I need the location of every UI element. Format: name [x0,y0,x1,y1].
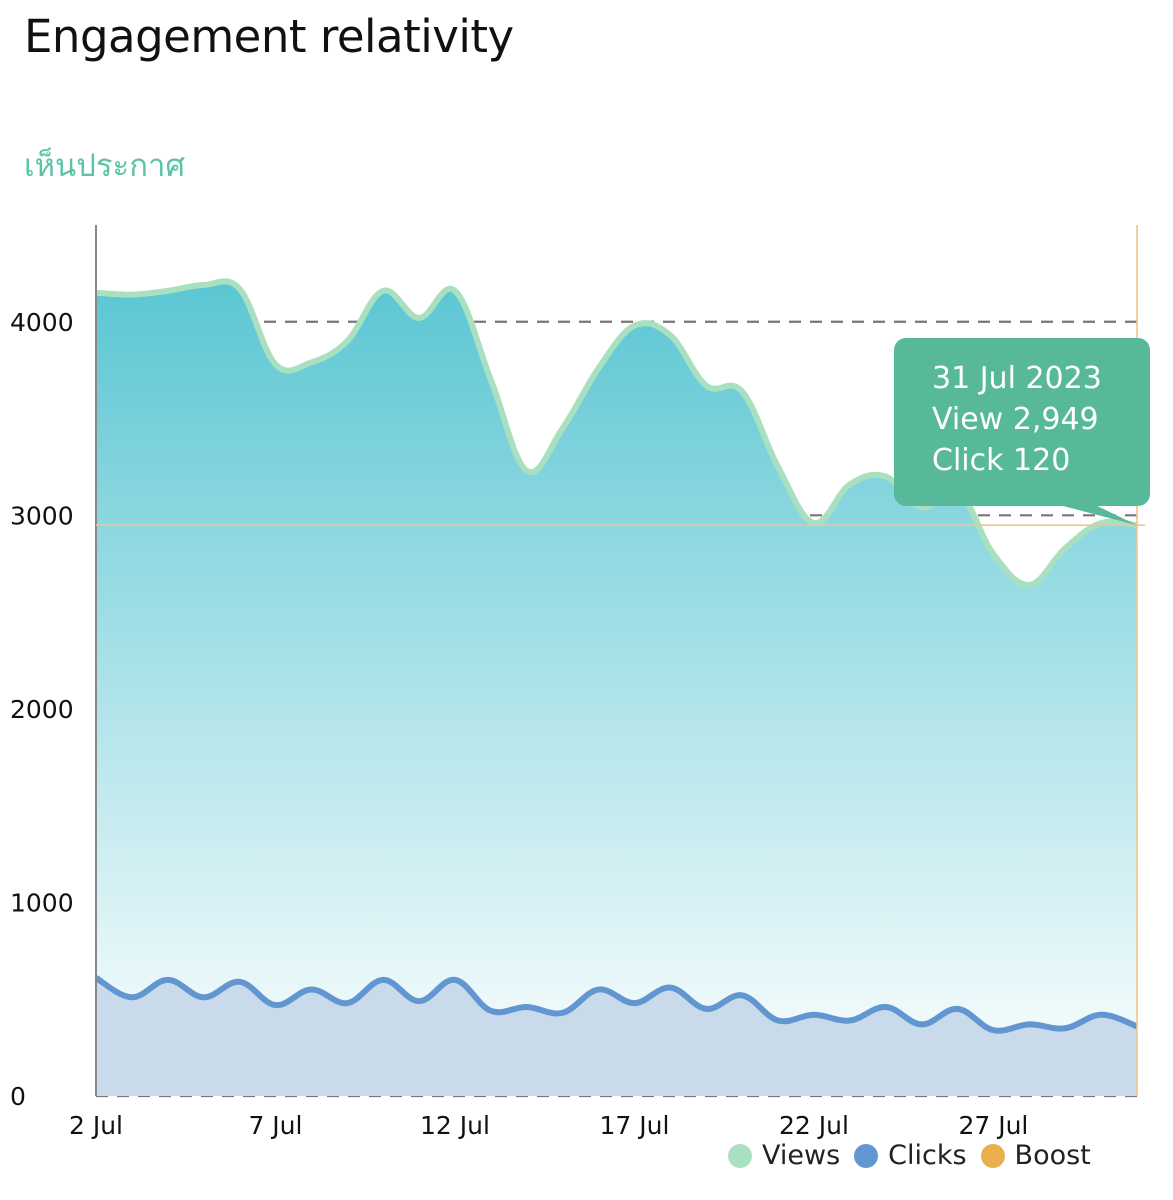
x-tick-label: 12 Jul [420,1111,490,1140]
tooltip-arrow [1040,500,1137,526]
y-tick-label: 4000 [10,308,74,337]
legend-item-boost[interactable]: Boost [980,1140,1091,1171]
clicks-series [94,975,1139,1096]
views-area [96,281,1137,1096]
legend-dot-views [728,1143,752,1168]
x-tick-label: 17 Jul [599,1111,669,1140]
y-tick-label: 1000 [10,888,74,917]
chart-legend: Views Clicks Boost [728,1140,1105,1171]
tooltip-date: 31 Jul 2023 [932,361,1102,396]
y-tick-label: 3000 [10,501,74,530]
tooltip-pointer [1040,500,1137,526]
legend-item-clicks[interactable]: Clicks [854,1140,967,1171]
legend-label-boost: Boost [1014,1140,1091,1171]
legend-label-views: Views [762,1140,841,1171]
x-tick-label: 2 Jul [69,1111,123,1140]
clicks-area [96,977,1137,1096]
clicks-line [94,975,1139,1034]
y-tick-label: 2000 [10,695,74,724]
x-tick-label: 27 Jul [958,1111,1028,1140]
chart-title: Engagement relativity [24,10,514,63]
legend-dot-clicks [854,1143,879,1168]
legend-item-views[interactable]: Views [728,1140,840,1171]
legend-label-clicks: Clicks [888,1140,967,1171]
legend-dot-boost [980,1143,1005,1168]
y-tick-label: 0 [10,1082,26,1111]
tooltip-clicks: Click 120 [932,443,1071,478]
x-tick-label: 22 Jul [779,1111,849,1140]
tooltip-views: View 2,949 [932,402,1099,437]
x-tick-label: 7 Jul [248,1111,302,1140]
data-tooltip: 31 Jul 2023 View 2,949 Click 120 [894,338,1150,506]
chart-subtitle: เห็นประกาศ [24,148,186,184]
tick-labels: 0 1000 2000 3000 4000 2 Jul 7 Jul 12 Jul 17 Jul 2… [10,308,1028,1140]
